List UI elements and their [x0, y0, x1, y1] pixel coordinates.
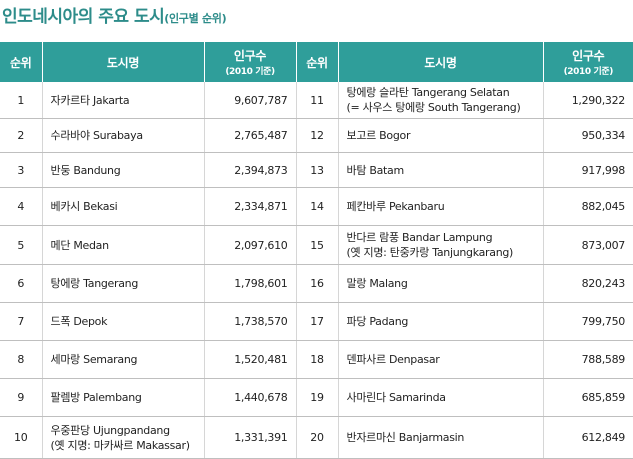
- rank-cell: 5: [0, 226, 42, 265]
- header-city: 도시명: [42, 42, 204, 82]
- table-row: 10 우중판당 Ujungpandang (옛 지명: 마카싸르 Makassa…: [0, 417, 633, 459]
- population-cell: 2,334,871: [204, 188, 296, 226]
- population-cell: 685,859: [543, 379, 633, 417]
- city-name-note: (옛 지명: 마카싸르 Makassar): [51, 438, 200, 453]
- rank-cell: 16: [296, 265, 338, 303]
- rank-cell: 1: [0, 82, 42, 119]
- header-population-note: (2010 기준): [205, 64, 296, 77]
- city-cell: 보고르 Bogor: [338, 119, 543, 153]
- city-cell: 세마랑 Semarang: [42, 341, 204, 379]
- table-row: 7 드폭 Depok 1,738,570 17 파당 Padang 799,75…: [0, 303, 633, 341]
- rank-cell: 13: [296, 153, 338, 188]
- table-row: 9 팔렘방 Palembang 1,440,678 19 사마린다 Samari…: [0, 379, 633, 417]
- rank-cell: 12: [296, 119, 338, 153]
- header-rank: 순위: [0, 42, 42, 82]
- rank-cell: 15: [296, 226, 338, 265]
- population-cell: 2,394,873: [204, 153, 296, 188]
- population-cell: 1,331,391: [204, 417, 296, 459]
- population-cell: 2,097,610: [204, 226, 296, 265]
- city-cell: 파당 Padang: [338, 303, 543, 341]
- population-cell: 917,998: [543, 153, 633, 188]
- header-population-2: 인구수 (2010 기준): [543, 42, 633, 82]
- population-cell: 820,243: [543, 265, 633, 303]
- city-cell: 사마린다 Samarinda: [338, 379, 543, 417]
- population-cell: 9,607,787: [204, 82, 296, 119]
- rank-cell: 17: [296, 303, 338, 341]
- population-cell: 1,290,322: [543, 82, 633, 119]
- table-row: 3 반둥 Bandung 2,394,873 13 바탐 Batam 917,9…: [0, 153, 633, 188]
- table-row: 1 자카르타 Jakarta 9,607,787 11 탕에랑 슬라탄 Tang…: [0, 82, 633, 119]
- rank-cell: 4: [0, 188, 42, 226]
- population-cell: 612,849: [543, 417, 633, 459]
- city-cell: 반둥 Bandung: [42, 153, 204, 188]
- rank-cell: 2: [0, 119, 42, 153]
- header-population: 인구수 (2010 기준): [204, 42, 296, 82]
- rank-cell: 6: [0, 265, 42, 303]
- title-sub: (인구별 순위): [164, 12, 226, 25]
- city-name-line: 탕에랑 슬라탄 Tangerang Selatan: [347, 85, 539, 100]
- rank-cell: 7: [0, 303, 42, 341]
- header-population-label-2: 인구수: [572, 49, 604, 63]
- city-cell: 반자르마신 Banjarmasin: [338, 417, 543, 459]
- rank-cell: 11: [296, 82, 338, 119]
- header-population-note-2: (2010 기준): [544, 64, 633, 77]
- city-name-note: (= 사우스 탕에랑 South Tangerang): [347, 100, 539, 115]
- population-cell: 788,589: [543, 341, 633, 379]
- table-row: 2 수라바야 Surabaya 2,765,487 12 보고르 Bogor 9…: [0, 119, 633, 153]
- city-cell: 우중판당 Ujungpandang (옛 지명: 마카싸르 Makassar): [42, 417, 204, 459]
- city-cell: 드폭 Depok: [42, 303, 204, 341]
- header-rank-2: 순위: [296, 42, 338, 82]
- city-cell: 탕에랑 Tangerang: [42, 265, 204, 303]
- rank-cell: 20: [296, 417, 338, 459]
- city-cell: 말랑 Malang: [338, 265, 543, 303]
- city-cell: 수라바야 Surabaya: [42, 119, 204, 153]
- population-cell: 950,334: [543, 119, 633, 153]
- population-cell: 873,007: [543, 226, 633, 265]
- city-cell: 베카시 Bekasi: [42, 188, 204, 226]
- population-cell: 799,750: [543, 303, 633, 341]
- rank-cell: 10: [0, 417, 42, 459]
- table-row: 8 세마랑 Semarang 1,520,481 18 덴파사르 Denpasa…: [0, 341, 633, 379]
- rank-cell: 18: [296, 341, 338, 379]
- city-cell: 메단 Medan: [42, 226, 204, 265]
- rank-cell: 8: [0, 341, 42, 379]
- city-cell: 팔렘방 Palembang: [42, 379, 204, 417]
- table-row: 6 탕에랑 Tangerang 1,798,601 16 말랑 Malang 8…: [0, 265, 633, 303]
- header-city-2: 도시명: [338, 42, 543, 82]
- rank-cell: 19: [296, 379, 338, 417]
- rank-cell: 9: [0, 379, 42, 417]
- city-cell: 페칸바루 Pekanbaru: [338, 188, 543, 226]
- page-title: 인도네시아의 주요 도시(인구별 순위): [2, 2, 226, 28]
- title-main: 인도네시아의 주요 도시: [2, 7, 164, 27]
- table-header-row: 순위 도시명 인구수 (2010 기준) 순위 도시명 인구수 (2010 기준…: [0, 42, 633, 82]
- city-name-note: (옛 지명: 탄중카랑 Tanjungkarang): [347, 245, 539, 260]
- city-cell: 반다르 람풍 Bandar Lampung (옛 지명: 탄중카랑 Tanjun…: [338, 226, 543, 265]
- population-cell: 1,798,601: [204, 265, 296, 303]
- city-name-line: 우중판당 Ujungpandang: [51, 423, 200, 438]
- table-row: 4 베카시 Bekasi 2,334,871 14 페칸바루 Pekanbaru…: [0, 188, 633, 226]
- city-table: 순위 도시명 인구수 (2010 기준) 순위 도시명 인구수 (2010 기준…: [0, 42, 633, 459]
- population-cell: 1,520,481: [204, 341, 296, 379]
- table-row: 5 메단 Medan 2,097,610 15 반다르 람풍 Bandar La…: [0, 226, 633, 265]
- city-cell: 바탐 Batam: [338, 153, 543, 188]
- city-cell: 탕에랑 슬라탄 Tangerang Selatan (= 사우스 탕에랑 Sou…: [338, 82, 543, 119]
- population-cell: 882,045: [543, 188, 633, 226]
- city-cell: 자카르타 Jakarta: [42, 82, 204, 119]
- city-name-line: 반다르 람풍 Bandar Lampung: [347, 230, 539, 245]
- header-population-label: 인구수: [234, 49, 266, 63]
- rank-cell: 3: [0, 153, 42, 188]
- city-cell: 덴파사르 Denpasar: [338, 341, 543, 379]
- population-cell: 1,738,570: [204, 303, 296, 341]
- population-cell: 2,765,487: [204, 119, 296, 153]
- rank-cell: 14: [296, 188, 338, 226]
- population-cell: 1,440,678: [204, 379, 296, 417]
